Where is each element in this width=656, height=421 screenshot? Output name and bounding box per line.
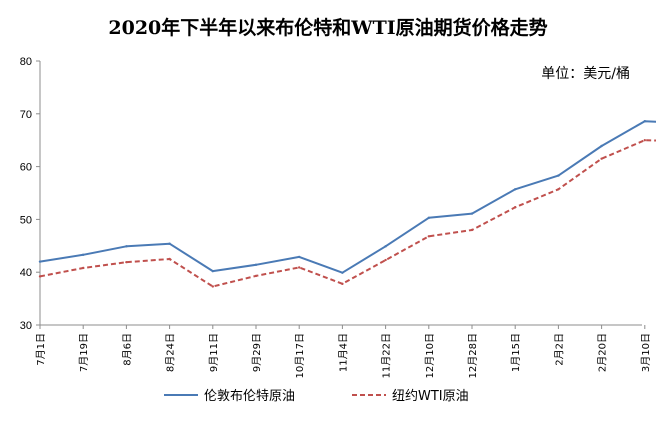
x-tick-label: 3月10日 — [640, 333, 652, 372]
x-tick-label: 10月17日 — [294, 333, 306, 378]
x-tick-label: 2月20日 — [597, 333, 609, 372]
x-tick-label: 8月24日 — [165, 333, 177, 372]
data-point — [643, 119, 646, 123]
data-point — [211, 285, 214, 288]
data-point — [557, 174, 560, 177]
data-point — [600, 157, 603, 160]
x-tick-label: 7月1日 — [35, 333, 47, 366]
data-point — [470, 212, 474, 215]
y-axis-ticks: 30 40 50 60 70 80 — [20, 56, 40, 332]
y-tick-label: 50 — [20, 214, 32, 226]
legend-label: 伦敦布伦特原油 — [204, 388, 295, 404]
x-tick-label: 12月10日 — [424, 333, 436, 378]
data-point — [125, 260, 128, 264]
data-point — [168, 242, 171, 245]
data-point — [38, 275, 42, 278]
data-point — [514, 206, 517, 209]
series-line-wti — [39, 139, 656, 288]
x-tick-label: 9月29日 — [251, 333, 263, 372]
data-point — [125, 245, 128, 248]
y-tick-label: 30 — [20, 320, 32, 332]
series-line-brent — [39, 120, 656, 274]
data-point — [211, 269, 214, 273]
y-tick-label: 80 — [20, 56, 32, 68]
data-point — [470, 228, 474, 232]
data-point — [254, 274, 258, 278]
data-point — [254, 263, 258, 267]
y-tick-label: 60 — [20, 162, 32, 174]
x-tick-label: 7月19日 — [78, 333, 90, 372]
data-point — [341, 271, 344, 274]
series-lines — [38, 119, 656, 288]
data-point — [341, 282, 344, 286]
data-point — [600, 144, 603, 148]
data-point — [168, 257, 171, 261]
data-point — [427, 216, 430, 220]
unit-label: 单位：美元/桶 — [541, 66, 630, 82]
data-point — [298, 266, 301, 269]
data-point — [384, 258, 387, 262]
x-tick-label: 11月4日 — [337, 333, 349, 372]
legend: 伦敦布伦特原油 纽约WTI原油 — [164, 388, 469, 404]
chart-title: 2020年下半年以来布伦特和WTI原油期货价格走势 — [108, 16, 547, 39]
axes — [39, 61, 642, 326]
data-point — [82, 266, 85, 270]
x-tick-label: 8月6日 — [121, 333, 133, 366]
x-axis-ticks: 7月1日 7月19日 8月6日 8月24日 9月11日 9月29日 10月17日 11月4日 1… — [35, 325, 652, 378]
y-tick-label: 40 — [20, 267, 32, 279]
data-point — [298, 255, 301, 259]
x-tick-label: 9月11日 — [208, 333, 220, 372]
data-point — [384, 245, 387, 248]
y-tick-label: 70 — [20, 109, 32, 121]
data-point — [557, 188, 560, 191]
x-tick-label: 12月28日 — [467, 333, 479, 378]
x-tick-label: 11月22日 — [381, 333, 393, 378]
x-tick-label: 1月15日 — [510, 333, 522, 372]
data-point — [38, 260, 42, 263]
data-point — [427, 235, 430, 238]
data-point — [514, 188, 517, 191]
data-point — [82, 253, 85, 256]
legend-label: 纽约WTI原油 — [392, 389, 469, 404]
data-point — [643, 139, 646, 142]
x-tick-label: 2月2日 — [553, 333, 565, 366]
